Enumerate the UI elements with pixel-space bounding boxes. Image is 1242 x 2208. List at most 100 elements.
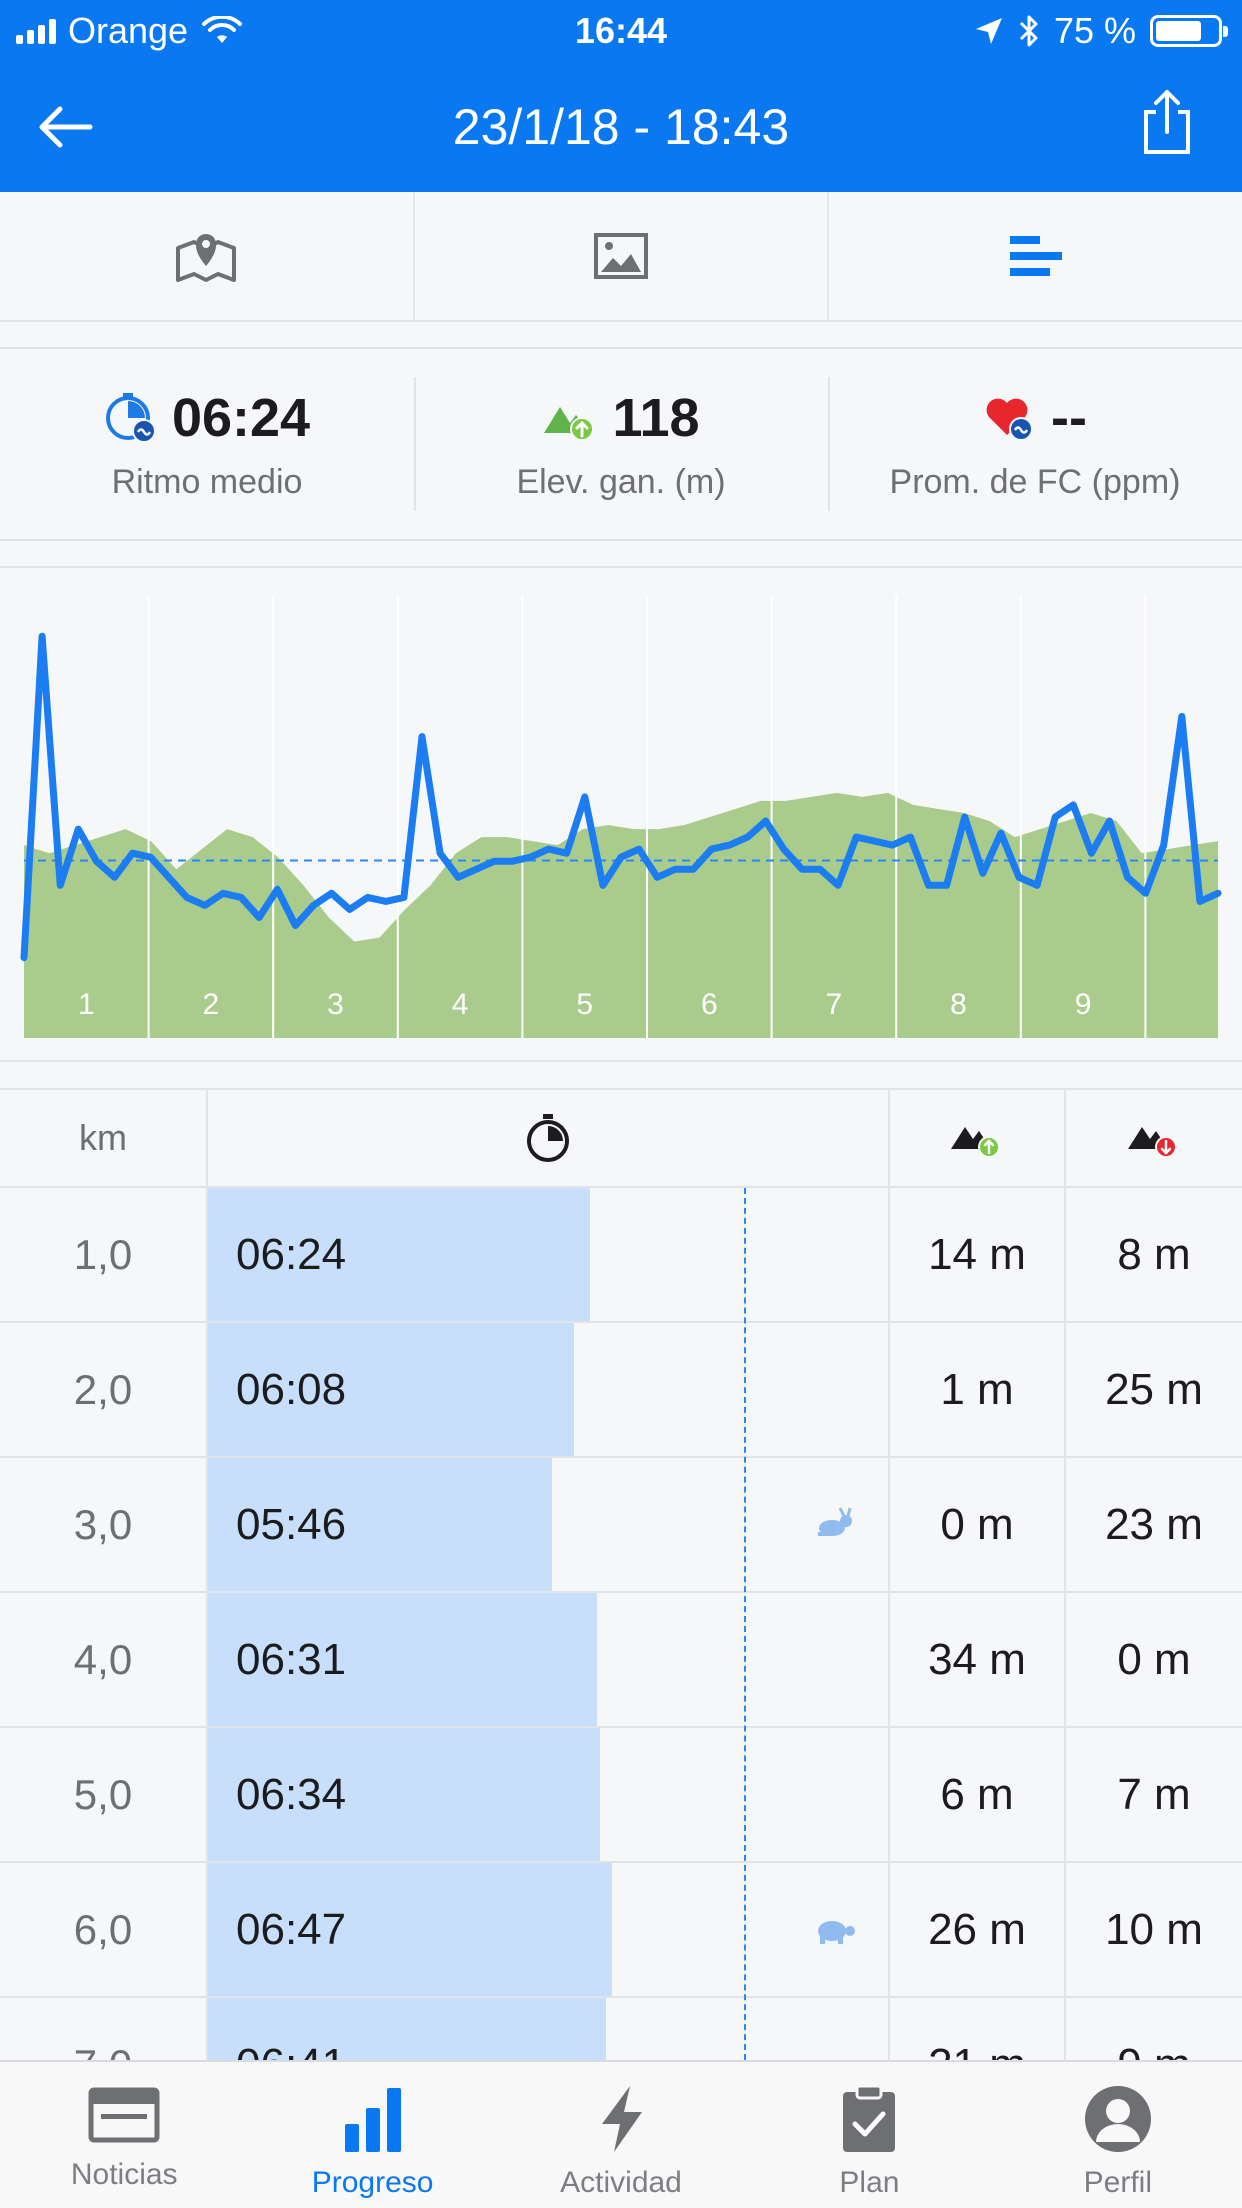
stat-avg-pace: 06:24 Ritmo medio [0,349,414,539]
tab-photos[interactable] [415,192,830,320]
km-label: 4 [452,988,469,1021]
row-elev-down: 25 m [1105,1364,1203,1414]
tab-perfil[interactable]: Perfil [994,2062,1242,2208]
pace-bar [208,1728,600,1861]
row-km: 6,0 [0,1863,208,1996]
turtle-icon [818,1921,855,1944]
row-pace: 06:47 [208,1863,890,1996]
km-label: 1 [78,988,95,1021]
battery-percent: 75 % [1053,10,1136,51]
tab-map[interactable] [0,192,415,320]
km-label: 6 [701,988,718,1021]
stat-elevation-gain: 118 Elev. gan. (m) [414,349,828,539]
row-pace-value: 05:46 [236,1499,347,1549]
elevation-gain-label: Elev. gan. (m) [516,462,726,501]
location-icon [975,18,1002,44]
row-pace-value: 06:41 [236,2040,346,2061]
row-pace-value: 06:34 [236,1769,347,1819]
table-row[interactable]: 7,0 06:41 21 m9 m [0,1998,1242,2060]
share-icon[interactable] [1132,88,1202,158]
wifi-icon [202,16,243,43]
pace-line [20,632,1222,962]
pace-elevation-chart[interactable]: 1 2 3 4 5 6 7 8 9 [0,566,1242,1062]
pace-bar [208,1458,552,1591]
row-elev-up: 6 m [890,1728,1066,1861]
page-title: 23/1/18 - 18:43 [452,99,790,155]
row-km: 1,0 [0,1188,208,1321]
stopwatch-icon [527,1114,569,1162]
row-pace: 06:24 [208,1188,890,1321]
row-elev-up: 14 m [890,1188,1066,1321]
table-row[interactable]: 6,0 06:47 26 m 10 m [0,1863,1242,1998]
row-pace-value: 06:47 [236,1904,347,1954]
header-km-label: km [79,1117,127,1158]
km-label: 2 [203,988,220,1021]
row-pace-value: 06:24 [236,1229,347,1279]
map-icon [176,234,237,282]
plan-icon [843,2084,896,2152]
arrow-left-icon[interactable] [30,97,100,157]
stats-row: 06:24 Ritmo medio 118 Elev. gan. (m) -- … [0,347,1242,541]
heart-rate-value: -- [1051,387,1087,448]
km-label: 3 [327,988,344,1021]
km-label: 8 [950,988,967,1021]
pace-bar [208,1188,590,1321]
km-label: 5 [576,988,593,1021]
row-elev-down: 7 m [1117,1769,1191,1819]
km-label: 7 [826,988,843,1021]
progress-icon [344,2088,401,2152]
tab-perfil-label: Perfil [1083,2166,1152,2199]
signal-icon [16,18,56,44]
tab-actividad-label: Actividad [560,2166,682,2199]
row-km: 5,0 [0,1728,208,1861]
tab-bar: Noticias Progreso Actividad Plan Perfil [0,2060,1242,2208]
table-row[interactable]: 5,0 06:34 6 m 7 m [0,1728,1242,1863]
header-elev-down [1066,1090,1242,1186]
header-elev-up [890,1090,1066,1186]
row-elev-down: 23 m [1105,1499,1203,1549]
splits-table[interactable]: km 1,0 06:24 14 m 8 m 2,0 06:08 1 m 25 m 3,0 05:4… [0,1088,1242,2060]
elevation-gain-icon [544,406,595,441]
tab-noticias[interactable]: Noticias [0,2062,248,2208]
image-icon [594,233,648,279]
header-km: km [0,1090,208,1186]
battery-icon [1150,15,1228,47]
table-row[interactable]: 1,0 06:24 14 m 8 m [0,1188,1242,1323]
profile-icon [1084,2086,1151,2152]
tab-progreso[interactable]: Progreso [248,2062,496,2208]
avg-pace-value: 06:24 [171,387,311,448]
header-pace [208,1090,890,1186]
stat-heart-rate: -- Prom. de FC (ppm) [828,349,1242,539]
row-km: 3,0 [0,1458,208,1591]
row-elev-down: 10 m [1105,1904,1203,1954]
table-row[interactable]: 4,0 06:31 34 m 0 m [0,1593,1242,1728]
carrier: Orange [16,10,243,52]
elevation-up-icon [951,1127,1000,1158]
splits-icon [1009,236,1062,276]
row-pace: 06:08 [208,1323,890,1456]
tab-splits[interactable] [829,192,1242,320]
tab-noticias-label: Noticias [70,2158,178,2191]
row-elev-down: 9 m [1066,1998,1242,2061]
hare-icon [818,1507,852,1536]
clock: 16:44 [574,10,668,51]
tab-actividad[interactable]: Actividad [497,2062,745,2208]
status-bar: Orange 16:44 75 % [0,0,1242,62]
row-pace-value: 06:08 [236,1364,347,1414]
elevation-down-icon [1128,1127,1177,1158]
bluetooth-icon [1019,15,1038,47]
average-pace-line [744,1188,746,2060]
tab-plan-label: Plan [839,2166,900,2199]
pace-bar [208,1998,606,2060]
pace-bar [208,1323,574,1456]
row-elev-down: 8 m [1117,1229,1191,1279]
pace-bar [208,1863,612,1996]
tab-plan[interactable]: Plan [745,2062,993,2208]
row-elev-up: 26 m [890,1863,1066,1996]
heart-rate-label: Prom. de FC (ppm) [889,462,1181,501]
table-row[interactable]: 2,0 06:08 1 m 25 m [0,1323,1242,1458]
table-row[interactable]: 3,0 05:46 0 m 23 m [0,1458,1242,1593]
row-elev-up: 1 m [890,1323,1066,1456]
heart-rate-icon [986,398,1034,441]
tab-progreso-label: Progreso [311,2166,434,2199]
